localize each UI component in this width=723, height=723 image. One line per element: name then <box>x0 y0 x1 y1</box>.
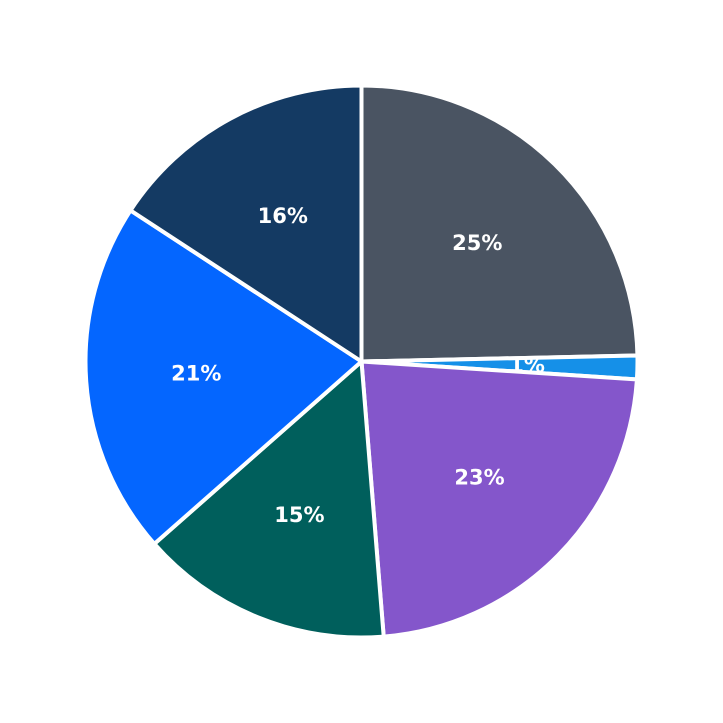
pie-slice-0 <box>359 83 640 364</box>
pie-slice-label-0: 25% <box>452 231 502 255</box>
pie-slice-label-5: 16% <box>258 204 308 228</box>
pie-slice-3 <box>152 359 386 640</box>
pie-slice-2 <box>359 359 639 639</box>
pie-slice-label-1: 1% <box>509 353 545 377</box>
pie-slice-label-4: 21% <box>171 361 221 385</box>
pie-slice-label-3: 15% <box>274 503 324 527</box>
labels-layer: 25% 1% 23% 15% 21% 16% <box>171 204 545 527</box>
pie-slice-5 <box>128 83 364 364</box>
slices-layer <box>83 83 640 640</box>
pie-slice-4 <box>83 208 364 546</box>
pie-slice-label-2: 23% <box>454 466 504 490</box>
